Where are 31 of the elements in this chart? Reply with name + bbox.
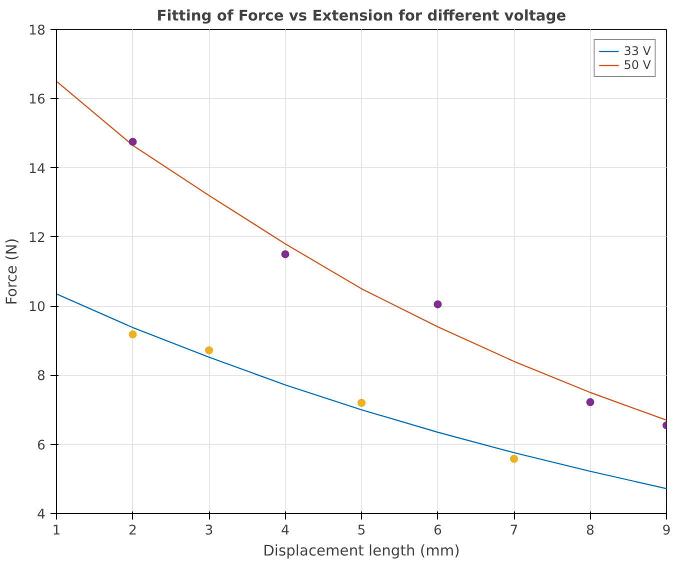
point xyxy=(205,346,213,354)
x-tick-label: 7 xyxy=(510,524,518,538)
y-tick-label: 12 xyxy=(28,230,46,246)
y-tick-label: 6 xyxy=(37,438,46,454)
y-tick-label: 18 xyxy=(28,24,46,38)
y-axis-title: Force (N) xyxy=(4,238,21,305)
legend-label: 50 V xyxy=(624,58,651,72)
point xyxy=(128,330,137,338)
x-tick-label: 2 xyxy=(128,524,137,538)
y-tick-label: 4 xyxy=(37,508,46,522)
x-tick-label: 9 xyxy=(662,524,671,538)
y-tick-label: 14 xyxy=(28,162,46,177)
x-axis-title: Displacement length (mm) xyxy=(263,542,460,560)
x-tick-label: 1 xyxy=(52,524,61,538)
legend-label: 33 V xyxy=(624,44,651,58)
y-tick-label: 10 xyxy=(28,300,46,316)
x-tick-label: 8 xyxy=(586,524,594,538)
point xyxy=(510,454,518,463)
point xyxy=(281,250,290,258)
x-tick-label: 6 xyxy=(434,524,442,538)
y-tick-label: 8 xyxy=(37,369,46,384)
point xyxy=(128,138,137,146)
point xyxy=(434,300,442,308)
line-series xyxy=(56,293,666,490)
point xyxy=(586,398,594,406)
x-tick-label: 4 xyxy=(281,524,290,538)
y-tick-label: 16 xyxy=(28,92,46,108)
point xyxy=(358,398,366,407)
x-tick-label: 5 xyxy=(357,524,366,538)
chart-title: Fitting of Force vs Extension for different voltage xyxy=(156,8,566,24)
x-tick-label: 3 xyxy=(204,524,214,538)
